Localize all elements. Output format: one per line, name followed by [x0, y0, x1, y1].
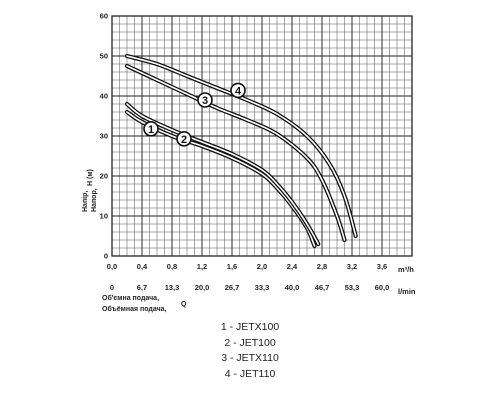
- curve-4-inner: [126, 55, 357, 237]
- x-tick-label: 3,6: [377, 262, 387, 271]
- legend: 1 - JETX100 2 - JET100 3 - JETX110 4 - J…: [190, 320, 310, 382]
- legend-item-2: 2 - JET100: [224, 336, 276, 349]
- y-tick-label: 40: [100, 92, 108, 101]
- curve-marker-label-4: 4: [235, 85, 242, 97]
- curve-marker-4: [230, 82, 246, 99]
- x2-tick-label: 53,3: [345, 283, 360, 292]
- y-tick-label: 50: [100, 52, 108, 61]
- x2-tick-label: 26,7: [225, 283, 240, 292]
- x-tick-label: 0,0: [107, 262, 117, 271]
- curve-marker-1: [143, 121, 159, 137]
- x2-tick-label: 60,0: [375, 283, 390, 292]
- y-tick-label: 60: [100, 12, 108, 21]
- x-tick-label: 1,6: [227, 262, 237, 271]
- x-axis-label-line2: Объёмная подача,: [102, 305, 167, 313]
- x2-tick-label: 6,7: [137, 283, 147, 292]
- pump-performance-chart: 1 2 3 4 0 10 20 30 40 50 60 0,0 0,4 0,8 1,2 1,6 2,0 2,4…: [81, 12, 416, 314]
- x-tick-label: 0,4: [137, 262, 148, 271]
- x2-axis-unit: l/min: [398, 287, 416, 296]
- x-tick-label: 2,4: [287, 262, 298, 271]
- y-tick-label: 0: [104, 252, 108, 261]
- curve-markers: 1 2 3 4: [143, 82, 246, 147]
- y-axis-label-symbol: H (м): [87, 169, 94, 186]
- major-grid: [112, 16, 412, 256]
- x2-tick-label: 13,3: [165, 283, 180, 292]
- y-tick-labels: 0 10 20 30 40 50 60: [100, 12, 108, 261]
- x-axis-label-symbol: Q: [181, 301, 187, 308]
- curve-marker-2: [176, 131, 192, 147]
- curve-3-inner: [126, 65, 346, 241]
- curve-marker-3: [197, 92, 213, 108]
- x-axis-unit: m³/h: [398, 265, 414, 274]
- curve-marker-label-2: 2: [181, 134, 187, 146]
- legend-item-4: 4 - JET110: [224, 367, 276, 380]
- x-axis-label-line1: Об'ємна подача,: [102, 294, 159, 302]
- x2-tick-label: 20,0: [195, 283, 210, 292]
- y-axis-label: Напір, Напор, H (м): [81, 169, 98, 212]
- x2-tick-label: 33,3: [255, 283, 270, 292]
- x-tick-label: 0,8: [167, 262, 177, 271]
- curve-marker-label-3: 3: [202, 95, 208, 107]
- x2-tick-label: 40,0: [285, 283, 300, 292]
- y-tick-label: 10: [100, 212, 108, 221]
- x-tick-label: 2,8: [317, 262, 327, 271]
- legend-item-3: 3 - JETX110: [221, 352, 279, 364]
- x2-tick-label: 0: [110, 283, 114, 292]
- y-axis-label-line1: Напір,: [81, 191, 89, 212]
- y-axis-label-line2: Напор,: [91, 188, 98, 212]
- y-tick-label: 30: [100, 132, 108, 141]
- x-tick-label: 2,0: [257, 262, 267, 271]
- curve-marker-label-1: 1: [148, 124, 154, 136]
- x2-tick-labels: 0 6,7 13,3 20,0 26,7 33,3 40,0 46,7 53,3 60,0: [110, 283, 389, 292]
- y-tick-label: 20: [100, 172, 108, 181]
- x-tick-label: 3,2: [347, 262, 357, 271]
- x2-tick-label: 46,7: [315, 283, 330, 292]
- legend-item-1: 1 - JETX100: [220, 321, 280, 333]
- x-tick-labels: 0,0 0,4 0,8 1,2 1,6 2,0 2,4 2,8 3,2 3,6: [107, 262, 387, 271]
- x-tick-label: 1,2: [197, 262, 207, 271]
- plot-frame: [111, 15, 413, 257]
